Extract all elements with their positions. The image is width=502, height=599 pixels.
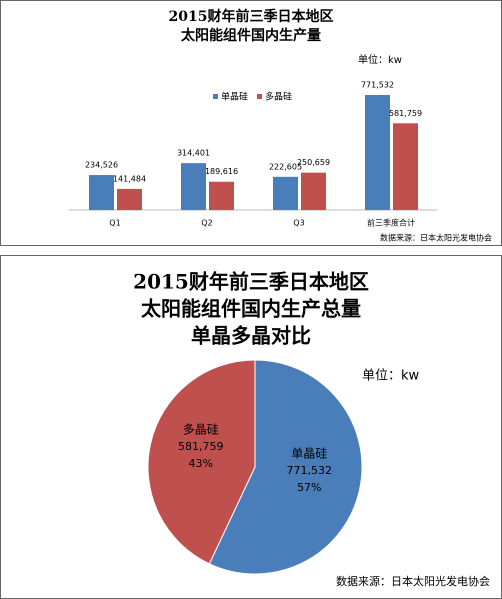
pie-slice	[208, 359, 363, 575]
slice-percent: 57%	[297, 481, 321, 494]
bar	[301, 172, 326, 210]
value-label: 234,526	[85, 161, 118, 170]
x-tick-label: Q3	[293, 219, 304, 228]
value-label: 314,401	[177, 149, 210, 158]
source-label: 数据来源：日本太阳光发电协会	[336, 574, 490, 588]
bar	[117, 188, 142, 210]
chart-title: 2015财年前三季日本地区	[169, 8, 334, 25]
legend-label: 单晶硅	[221, 91, 248, 103]
chart-title: 太阳能组件国内生产量	[181, 27, 321, 44]
legend-swatch	[257, 94, 262, 99]
value-label: 222,605	[269, 162, 302, 171]
chart-title: 单晶多晶对比	[191, 324, 311, 348]
bar	[181, 163, 206, 210]
value-label: 771,532	[361, 81, 394, 90]
source-label: 数据来源：日本太阳光发电协会	[380, 233, 492, 243]
value-label: 141,484	[113, 174, 146, 183]
value-label: 581,759	[389, 109, 422, 118]
x-tick-label: Q1	[109, 219, 120, 228]
slice-name: 多晶硅	[183, 422, 219, 436]
chart-title: 2015财年前三季日本地区	[133, 270, 369, 294]
unit-label: 单位：kw	[358, 53, 402, 66]
bar	[209, 181, 234, 210]
value-label: 189,616	[205, 167, 238, 176]
bar	[393, 123, 418, 210]
legend-swatch	[213, 94, 218, 99]
pie-slice	[147, 359, 256, 565]
slice-name: 单晶硅	[291, 447, 327, 461]
bar	[365, 95, 390, 210]
slice-value: 771,532	[287, 464, 333, 477]
slice-percent: 43%	[188, 457, 212, 470]
value-label: 250,659	[297, 158, 330, 167]
bar	[89, 175, 114, 210]
chart-title: 太阳能组件国内生产总量	[141, 297, 361, 321]
unit-label: 单位：kw	[362, 369, 420, 384]
x-tick-label: 前三季度合计	[367, 218, 415, 228]
slice-value: 581,759	[178, 440, 224, 453]
bar	[273, 176, 298, 210]
legend-label: 多晶硅	[265, 91, 292, 103]
x-tick-label: Q2	[201, 219, 212, 228]
